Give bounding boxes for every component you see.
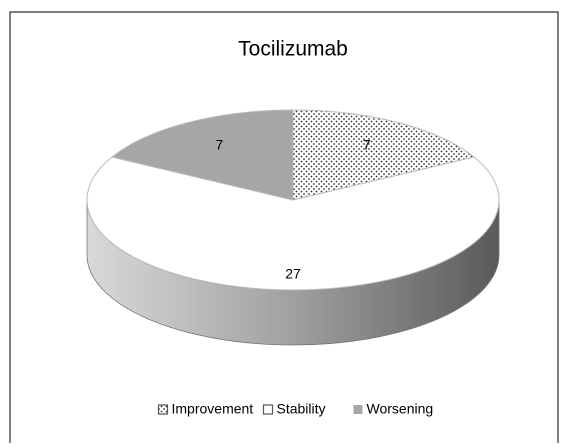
legend-swatch — [262, 404, 274, 415]
legend-label: Improvement — [172, 401, 254, 417]
data-label: 27 — [285, 266, 301, 282]
legend-swatch — [353, 405, 363, 414]
data-label: 7 — [363, 137, 371, 153]
slice — [86, 156, 500, 291]
legend-label: Stability — [277, 401, 326, 417]
slice — [292, 109, 476, 201]
legend-swatch — [157, 404, 169, 415]
data-label: 7 — [215, 137, 223, 153]
chart-title: Tocilizumab — [238, 38, 348, 61]
slice — [110, 109, 294, 201]
legend-label: Worsening — [367, 401, 434, 417]
